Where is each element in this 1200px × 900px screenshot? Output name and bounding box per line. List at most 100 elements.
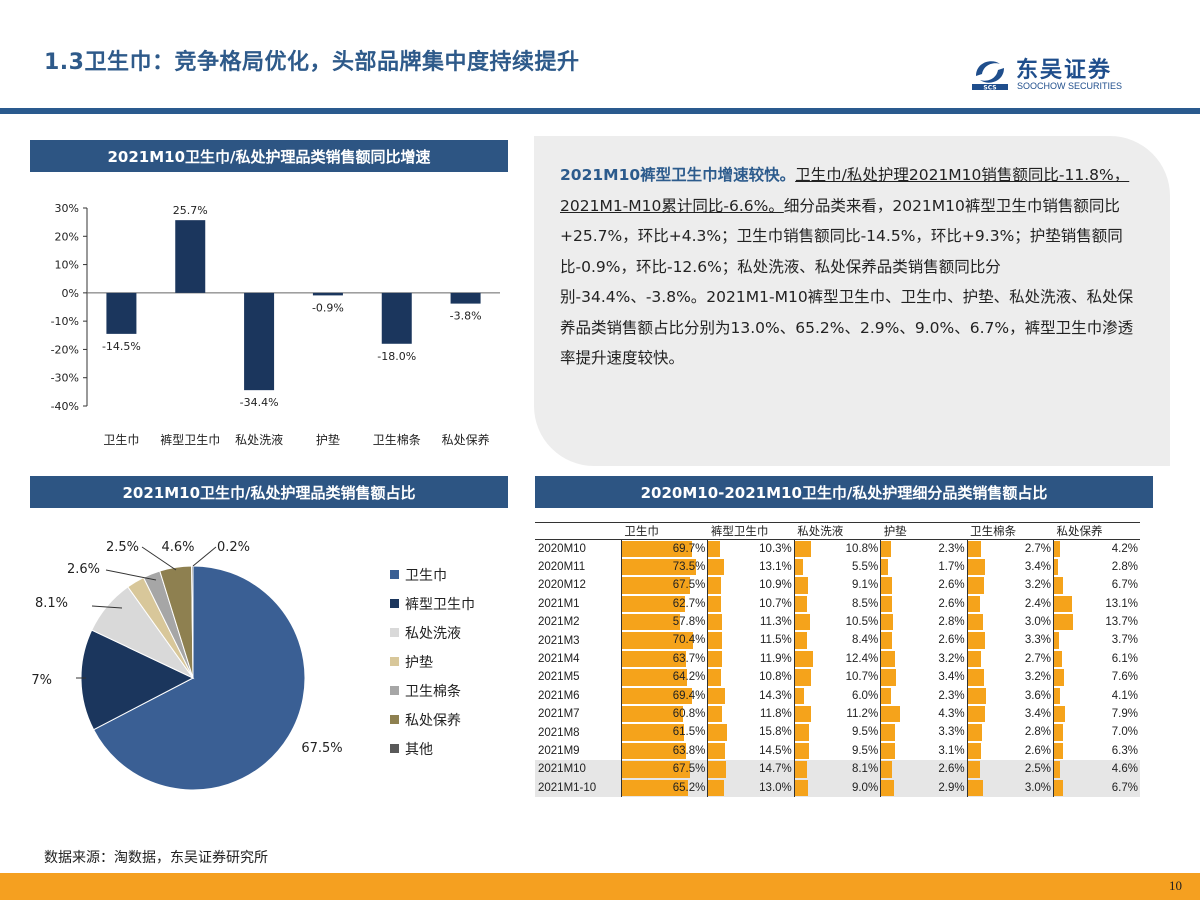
table-cell-value: 67.5% [672, 763, 706, 776]
x-category-label: 私处保养 [442, 432, 490, 447]
table-cell: 3.0% [966, 613, 1054, 632]
table-cell: 10.8% [707, 668, 795, 687]
table-cell: 2.9% [880, 778, 968, 797]
legend-swatch [390, 744, 399, 753]
table-cell: 14.7% [707, 760, 795, 779]
yoy-growth-bar-chart: 30% 20% 10% 0% -10% -20% -30% -40% -14.5% 卫生巾 25.7… [51, 202, 500, 447]
table-cell-bar [1054, 558, 1058, 576]
table-cell: 9.0% [793, 778, 881, 797]
table-cell-bar [794, 687, 804, 705]
table-cell-value: 3.7% [1111, 634, 1138, 647]
table-cell: 4.3% [880, 705, 968, 724]
table-cell-value: 3.2% [938, 652, 965, 665]
table-cell-value: 2.7% [1024, 652, 1052, 665]
table-cell-bar [621, 541, 693, 557]
table-cell-value: 1.7% [938, 560, 965, 573]
table-row-label: 2021M3 [538, 634, 580, 647]
table-cell-bar [708, 541, 721, 557]
pie-data-label: 14.7% [30, 673, 52, 688]
table-cell-value: 2.6% [938, 597, 965, 610]
table-cell: 3.2% [966, 576, 1054, 595]
table-row: 2021M1-10 65.2% 13.0% 9.0% 2.9% 3.0% 6.7% [535, 778, 1140, 797]
table-cell-value: 2.3% [938, 543, 965, 555]
legend-swatch [390, 686, 399, 695]
table-cell-bar [881, 669, 896, 686]
table-cell-bar [1054, 650, 1063, 668]
table-cell-value: 14.7% [759, 763, 792, 776]
table-column-header: 私处洗液 [794, 522, 881, 540]
table-cell-value: 9.0% [851, 781, 879, 794]
table-cell-value: 8.4% [851, 634, 879, 647]
table-row-label: 2021M10 [535, 760, 622, 779]
table-cell-bar [1054, 687, 1060, 705]
table-cell-value: 2.8% [1111, 560, 1138, 573]
table-cell-value: 6.7% [1111, 781, 1138, 794]
bar-4 [381, 292, 412, 344]
table-cell-bar [708, 724, 727, 741]
pie-data-label: 4.6% [161, 540, 194, 555]
table-cell-bar [621, 761, 690, 778]
table-cell-bar [881, 614, 894, 631]
legend-item: 其他 [390, 734, 475, 763]
legend-item: 护垫 [390, 647, 475, 676]
table-header-row: 卫生巾 裤型卫生巾 私处洗液 护垫 卫生棉条 私处保养 [535, 522, 1140, 540]
table-cell-value: 63.7% [672, 652, 706, 665]
table-cell: 9.5% [793, 723, 881, 742]
bar-2 [244, 292, 275, 391]
table-cell-value: 65.2% [672, 781, 706, 794]
table-cell: 2.8% [1053, 557, 1140, 577]
table-cell-value: 2.3% [938, 689, 965, 702]
table-column-header: 卫生棉条 [967, 522, 1054, 540]
table-cell: 11.3% [707, 613, 795, 632]
table-cell-value: 10.8% [759, 671, 792, 684]
table-cell: 4.6% [1053, 760, 1140, 779]
table-cell-value: 8.5% [851, 597, 879, 610]
table-cell-bar [881, 779, 894, 796]
table-cell: 67.5% [620, 576, 708, 595]
table-cell-value: 12.4% [845, 652, 879, 665]
table-cell-bar [708, 687, 726, 705]
table-cell-bar [794, 632, 808, 649]
table-cell-value: 15.8% [759, 726, 792, 739]
table-cell: 3.4% [880, 668, 968, 687]
table-cell-bar [794, 614, 811, 631]
table-cell: 4.1% [1053, 686, 1140, 706]
bar-5 [450, 292, 481, 304]
table-cell: 65.2% [620, 778, 708, 797]
table-cell-bar [708, 595, 721, 613]
table-cell-value: 2.6% [938, 763, 965, 776]
table-row-label: 2021M8 [538, 726, 580, 739]
table-cell-bar [967, 541, 982, 557]
share-table-wrap: 卫生巾 裤型卫生巾 私处洗液 护垫 卫生棉条 私处保养 2020M10 69.7% 10.3%… [535, 522, 1140, 797]
legend-label: 私处洗液 [405, 625, 461, 642]
table-cell-value: 6.3% [1111, 744, 1138, 757]
table-row-label: 2021M1 [538, 597, 580, 610]
company-logo: SCS 东吴证券 SOOCHOW SECURITIES [970, 52, 1145, 96]
table-row: 2021M2 57.8% 11.3% 10.5% 2.8% 3.0% 13.7% [535, 613, 1140, 632]
table-cell-bar [621, 724, 684, 741]
table-cell: 2.5% [966, 760, 1054, 779]
table-cell: 63.7% [620, 649, 708, 669]
table-cell: 3.1% [880, 741, 968, 761]
table-cell-bar [1054, 577, 1064, 594]
pie-slice-1 [80, 629, 195, 731]
legend-swatch [390, 715, 399, 724]
table-cell-bar [1054, 761, 1061, 778]
table-cell: 8.1% [793, 760, 881, 779]
table-cell-bar [1054, 541, 1060, 557]
table-cell-value: 14.3% [759, 689, 792, 702]
table-cell: 2.6% [880, 760, 968, 779]
table-cell-value: 70.4% [672, 634, 706, 647]
table-cell: 3.2% [880, 649, 968, 669]
logo-name-cn: 东吴证券 [1016, 58, 1113, 83]
table-cell: 67.5% [620, 760, 708, 779]
table-cell-value: 2.8% [1024, 726, 1052, 739]
table-cell-bar [881, 761, 893, 778]
table-cell-value: 14.5% [759, 744, 792, 757]
table-cell-value: 2.5% [1024, 763, 1052, 776]
table-cell: 61.5% [620, 723, 708, 742]
table-cell: 3.3% [966, 631, 1054, 650]
table-cell-bar [794, 742, 809, 760]
pie-data-label: 8.1% [35, 596, 68, 611]
pie-leader-line [91, 605, 123, 609]
